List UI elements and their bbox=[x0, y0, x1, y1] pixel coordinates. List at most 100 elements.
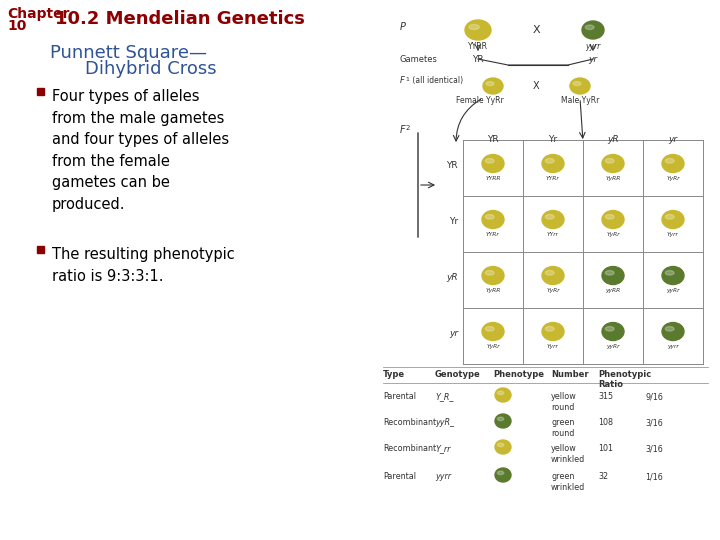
Ellipse shape bbox=[498, 417, 504, 421]
Ellipse shape bbox=[662, 267, 684, 285]
Text: yyRR: yyRR bbox=[606, 287, 621, 293]
Ellipse shape bbox=[495, 388, 511, 402]
Ellipse shape bbox=[573, 82, 581, 86]
Ellipse shape bbox=[498, 443, 504, 447]
Text: Y_R_: Y_R_ bbox=[435, 392, 454, 401]
Text: YyRR: YyRR bbox=[606, 176, 621, 180]
Text: yyrr: yyrr bbox=[435, 472, 451, 481]
Text: yyrr: yyrr bbox=[585, 42, 600, 51]
Ellipse shape bbox=[602, 154, 624, 172]
Ellipse shape bbox=[545, 214, 554, 219]
Text: YYRr: YYRr bbox=[546, 176, 560, 180]
Text: yellow
wrinkled: yellow wrinkled bbox=[551, 444, 585, 464]
Text: 2: 2 bbox=[406, 125, 410, 131]
Ellipse shape bbox=[662, 154, 684, 172]
Ellipse shape bbox=[495, 468, 511, 482]
Ellipse shape bbox=[495, 414, 511, 428]
Text: Parental: Parental bbox=[383, 472, 416, 481]
Ellipse shape bbox=[606, 159, 614, 163]
Text: yr: yr bbox=[449, 328, 458, 338]
Ellipse shape bbox=[483, 78, 503, 94]
Text: YR: YR bbox=[446, 160, 458, 170]
Ellipse shape bbox=[602, 322, 624, 341]
Text: Yr: Yr bbox=[449, 217, 458, 226]
Text: YYRR: YYRR bbox=[485, 176, 500, 180]
Ellipse shape bbox=[485, 214, 494, 219]
Text: X: X bbox=[533, 81, 539, 91]
Ellipse shape bbox=[485, 271, 494, 275]
Ellipse shape bbox=[465, 20, 491, 40]
Ellipse shape bbox=[542, 322, 564, 341]
Text: 1/16: 1/16 bbox=[645, 472, 662, 481]
Ellipse shape bbox=[485, 327, 494, 331]
Text: 1: 1 bbox=[405, 77, 409, 82]
Text: Yyrr: Yyrr bbox=[667, 232, 679, 237]
Ellipse shape bbox=[602, 267, 624, 285]
Text: yr: yr bbox=[668, 135, 678, 144]
Ellipse shape bbox=[482, 322, 504, 341]
Ellipse shape bbox=[606, 327, 614, 331]
Text: Yr: Yr bbox=[549, 135, 557, 144]
Text: (all identical): (all identical) bbox=[410, 76, 463, 85]
Text: Genotype: Genotype bbox=[435, 370, 481, 379]
Text: Recombinant: Recombinant bbox=[383, 418, 436, 427]
Text: Parental: Parental bbox=[383, 392, 416, 401]
Text: Number: Number bbox=[551, 370, 589, 379]
Ellipse shape bbox=[662, 322, 684, 341]
Ellipse shape bbox=[498, 391, 504, 395]
Text: YYRR: YYRR bbox=[468, 42, 488, 51]
Text: Y_rr: Y_rr bbox=[435, 444, 451, 453]
Text: green
wrinkled: green wrinkled bbox=[551, 472, 585, 492]
Bar bbox=[37, 88, 44, 95]
Text: YyRr: YyRr bbox=[486, 343, 500, 348]
Ellipse shape bbox=[545, 327, 554, 331]
Text: 32: 32 bbox=[598, 472, 608, 481]
Ellipse shape bbox=[665, 327, 674, 331]
Ellipse shape bbox=[606, 214, 614, 219]
Ellipse shape bbox=[495, 440, 511, 454]
Ellipse shape bbox=[542, 267, 564, 285]
Text: YyRr: YyRr bbox=[546, 287, 560, 293]
Text: Four types of alleles
from the male gametes
and four types of alleles
from the f: Four types of alleles from the male game… bbox=[52, 89, 229, 212]
Text: The resulting phenotypic
ratio is 9:3:3:1.: The resulting phenotypic ratio is 9:3:3:… bbox=[52, 247, 235, 284]
Ellipse shape bbox=[482, 211, 504, 228]
Text: Yyrr: Yyrr bbox=[547, 343, 559, 348]
Text: X: X bbox=[532, 25, 540, 35]
Text: Chapter: Chapter bbox=[7, 7, 70, 21]
Text: Type: Type bbox=[383, 370, 405, 379]
Text: YYrr: YYrr bbox=[547, 232, 559, 237]
Ellipse shape bbox=[486, 82, 494, 86]
Text: yR: yR bbox=[607, 135, 618, 144]
Text: Phenotypic
Ratio: Phenotypic Ratio bbox=[598, 370, 652, 389]
Text: 9/16: 9/16 bbox=[645, 392, 663, 401]
Text: yellow
round: yellow round bbox=[551, 392, 577, 412]
Text: 3/16: 3/16 bbox=[645, 418, 662, 427]
Text: 315: 315 bbox=[598, 392, 613, 401]
Text: F: F bbox=[400, 125, 405, 135]
Ellipse shape bbox=[542, 154, 564, 172]
Ellipse shape bbox=[545, 271, 554, 275]
Ellipse shape bbox=[585, 25, 594, 30]
Text: 3/16: 3/16 bbox=[645, 444, 662, 453]
Ellipse shape bbox=[542, 211, 564, 228]
Text: yyR_: yyR_ bbox=[435, 418, 454, 427]
Ellipse shape bbox=[606, 271, 614, 275]
Text: 101: 101 bbox=[598, 444, 613, 453]
Text: yR: yR bbox=[446, 273, 458, 281]
Text: YR: YR bbox=[472, 55, 484, 64]
Text: YYRr: YYRr bbox=[486, 232, 500, 237]
Ellipse shape bbox=[665, 159, 674, 163]
Text: yyrr: yyrr bbox=[667, 343, 679, 348]
Text: Dihybrid Cross: Dihybrid Cross bbox=[62, 60, 217, 78]
Text: Punnett Square—: Punnett Square— bbox=[50, 44, 207, 62]
Text: yyRr: yyRr bbox=[666, 287, 680, 293]
Ellipse shape bbox=[602, 211, 624, 228]
Text: YyRr: YyRr bbox=[666, 176, 680, 180]
Text: green
round: green round bbox=[551, 418, 575, 438]
Ellipse shape bbox=[482, 154, 504, 172]
Text: Male YyRr: Male YyRr bbox=[561, 96, 599, 105]
Text: Gametes: Gametes bbox=[400, 55, 438, 64]
Text: Phenotype: Phenotype bbox=[493, 370, 544, 379]
Ellipse shape bbox=[498, 471, 504, 475]
Ellipse shape bbox=[485, 159, 494, 163]
